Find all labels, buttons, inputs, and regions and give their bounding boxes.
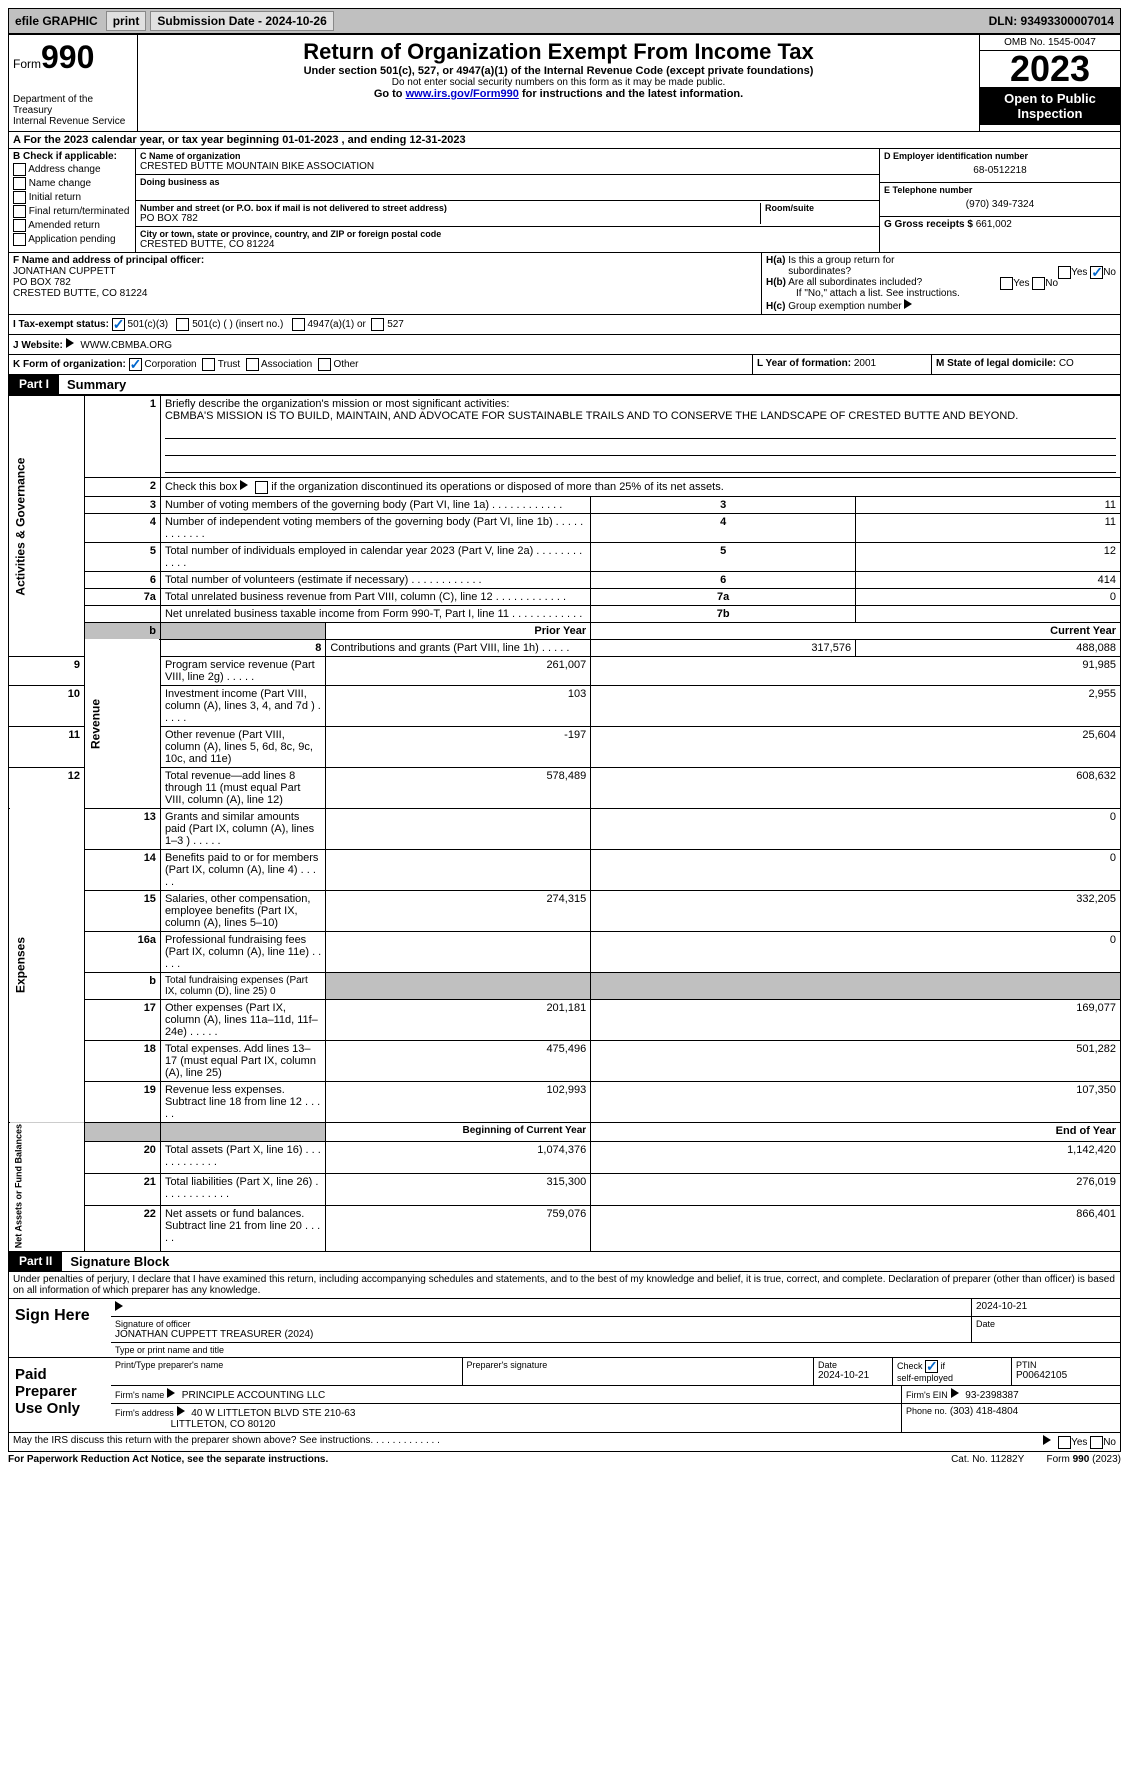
signature-section: Sign Here 2024-10-21 Signature of office… [8,1299,1121,1358]
firm-name: PRINCIPLE ACCOUNTING LLC [182,1390,325,1401]
sign-here-label: Sign Here [9,1299,111,1357]
row-k-l-m: K Form of organization: Corporation Trus… [8,355,1121,375]
mission-text: CBMBA'S MISSION IS TO BUILD, MAINTAIN, A… [165,410,1018,422]
form-number: Form990 [13,39,133,76]
irs-label: Internal Revenue Service [13,116,133,127]
goto-link-row: Go to www.irs.gov/Form990 for instructio… [142,88,975,100]
irs-link[interactable]: www.irs.gov/Form990 [406,88,519,100]
part2-header: Part II Signature Block [8,1252,1121,1272]
penalty-text: Under penalties of perjury, I declare th… [8,1272,1121,1299]
vert-activities-gov: Activities & Governance [9,396,85,657]
tax-year: 2023 [980,51,1120,87]
vert-revenue: Revenue [84,639,160,808]
dln-label: DLN: 93493300007014 [983,12,1120,30]
website: WWW.CBMBA.ORG [80,340,172,351]
top-toolbar: efile GRAPHIC print Submission Date - 20… [8,8,1121,34]
row-i-tax-status: I Tax-exempt status: 501(c)(3) 501(c) ( … [8,315,1121,335]
print-button[interactable]: print [106,11,147,31]
part1-table: Activities & Governance 1 Briefly descri… [8,395,1121,1252]
org-city: CRESTED BUTTE, CO 81224 [140,239,875,250]
box-d-e-g: D Employer identification number 68-0512… [879,149,1120,252]
vert-expenses: Expenses [9,808,85,1122]
box-c-org-info: C Name of organization CRESTED BUTTE MOU… [136,149,879,252]
efile-label: efile GRAPHIC [9,12,104,30]
submission-date: Submission Date - 2024-10-26 [150,11,333,31]
ein: 68-0512218 [884,161,1116,180]
officer-name: JONATHAN CUPPETT [13,266,116,277]
arrow-icon [904,299,912,309]
form-title: Return of Organization Exempt From Incom… [142,39,975,65]
discuss-row: May the IRS discuss this return with the… [8,1433,1121,1452]
part1-header: Part I Summary [8,375,1121,395]
box-b-applicable: B Check if applicable: Address change Na… [9,149,136,252]
page-footer: For Paperwork Reduction Act Notice, see … [8,1452,1121,1465]
row-j-website: J Website: WWW.CBMBA.ORG [8,335,1121,355]
phone: (970) 349-7324 [884,195,1116,214]
ptin: P00642105 [1016,1370,1067,1381]
gross-receipts: 661,002 [976,219,1012,230]
paid-preparer-section: Paid Preparer Use Only Print/Type prepar… [8,1358,1121,1433]
org-street: PO BOX 782 [140,213,760,224]
ssn-note: Do not enter social security numbers on … [142,77,975,88]
org-name: CRESTED BUTTE MOUNTAIN BIKE ASSOCIATION [140,161,875,172]
vert-net-assets: Net Assets or Fund Balances [9,1122,85,1251]
open-public-badge: Open to Public Inspection [980,87,1120,125]
section-f-h: F Name and address of principal officer:… [8,253,1121,315]
form-subtitle: Under section 501(c), 527, or 4947(a)(1)… [142,65,975,77]
row-a-tax-year: A For the 2023 calendar year, or tax yea… [8,132,1121,149]
paid-preparer-label: Paid Preparer Use Only [9,1358,111,1432]
form-header: Form990 Department of the Treasury Inter… [8,34,1121,132]
section-b-through-g: B Check if applicable: Address change Na… [8,149,1121,253]
officer-signature: JONATHAN CUPPETT TREASURER (2024) [115,1329,967,1340]
dept-treasury: Department of the Treasury [13,94,133,116]
